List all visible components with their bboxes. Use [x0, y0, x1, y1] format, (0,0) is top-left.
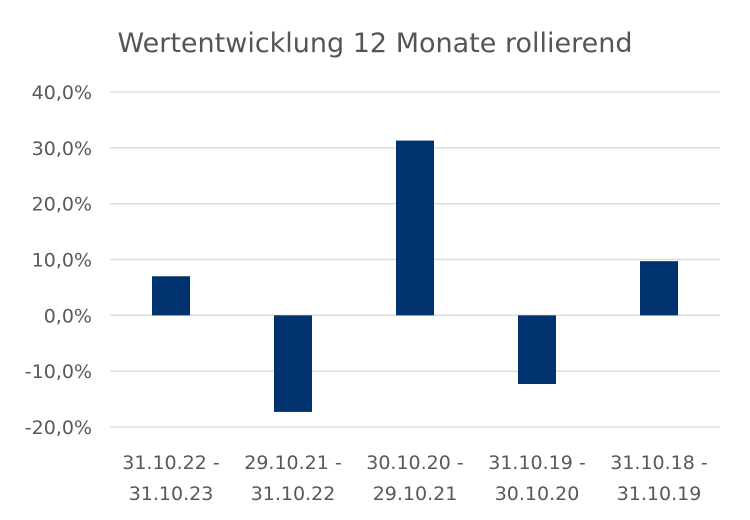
bars: [152, 140, 678, 412]
x-tick-label: 31.10.19: [617, 483, 702, 505]
bar: [274, 315, 312, 412]
x-tick-label: 31.10.22: [251, 483, 336, 505]
bar: [518, 315, 556, 385]
x-tick-label: 31.10.23: [129, 483, 214, 505]
x-tick-label: 29.10.21: [373, 483, 458, 505]
bar: [640, 261, 678, 316]
x-tick-label: 31.10.19 -: [488, 452, 586, 474]
x-axis-ticks: 31.10.22 - 31.10.23 29.10.21 - 31.10.22 30.1…: [122, 452, 708, 505]
x-tick-label: 30.10.20 -: [366, 452, 464, 474]
bar: [152, 276, 190, 316]
y-axis-ticks: 40,0% 30,0% 20,0% 10,0% 0,0% -10,0% -20,0%: [25, 82, 92, 439]
chart-title: Wertentwicklung 12 Monate rollierend: [118, 28, 633, 59]
y-tick-label: 40,0%: [32, 82, 92, 104]
y-tick-label: 0,0%: [44, 305, 92, 327]
y-tick-label: -20,0%: [25, 417, 92, 439]
x-tick-label: 29.10.21 -: [244, 452, 342, 474]
x-tick-label: 30.10.20: [495, 483, 580, 505]
bar: [396, 140, 434, 316]
y-tick-label: 10,0%: [32, 250, 92, 272]
x-tick-label: 31.10.18 -: [610, 452, 708, 474]
x-tick-label: 31.10.22 -: [122, 452, 220, 474]
y-tick-label: 30,0%: [32, 138, 92, 160]
y-tick-label: -10,0%: [25, 361, 92, 383]
y-tick-label: 20,0%: [32, 194, 92, 216]
